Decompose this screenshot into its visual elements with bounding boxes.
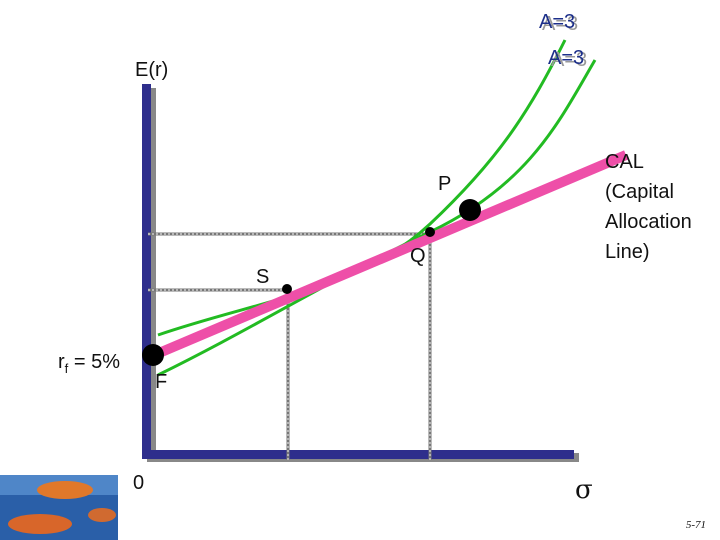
point-label: S xyxy=(256,266,269,288)
curve-label-shadow: A=3 xyxy=(551,49,587,71)
point-f xyxy=(142,344,164,366)
y-axis-label: E(r) xyxy=(135,59,168,81)
guide-lines xyxy=(148,232,432,460)
point-p xyxy=(459,199,481,221)
cal-label: Allocation xyxy=(605,211,692,233)
risk-free-symbol: r xyxy=(58,351,65,373)
cal-label: (Capital xyxy=(605,181,674,203)
point-label: F xyxy=(155,371,167,393)
cal-label: CAL xyxy=(605,151,644,173)
risk-free-label: rf = 5% xyxy=(58,351,120,376)
point-q xyxy=(425,227,435,237)
axes xyxy=(142,84,579,462)
risk-free-text: = 5% xyxy=(68,351,120,373)
point-label: Q xyxy=(410,245,426,267)
curve-label: A=3 xyxy=(548,47,584,69)
point-label: P xyxy=(438,173,451,195)
x-axis-label: σ xyxy=(575,475,593,505)
origin-label: 0 xyxy=(133,472,144,494)
risk-free-subscript: f xyxy=(65,361,69,376)
cal-line xyxy=(150,150,628,361)
curve-label-shadow: A=3 xyxy=(542,13,578,35)
decor-image xyxy=(0,475,118,540)
point-s xyxy=(282,284,292,294)
indifference-curve xyxy=(157,39,567,337)
curve-label: A=3 xyxy=(539,11,575,33)
page-number: 5-71 xyxy=(686,519,706,531)
cal-label: Line) xyxy=(605,241,649,263)
